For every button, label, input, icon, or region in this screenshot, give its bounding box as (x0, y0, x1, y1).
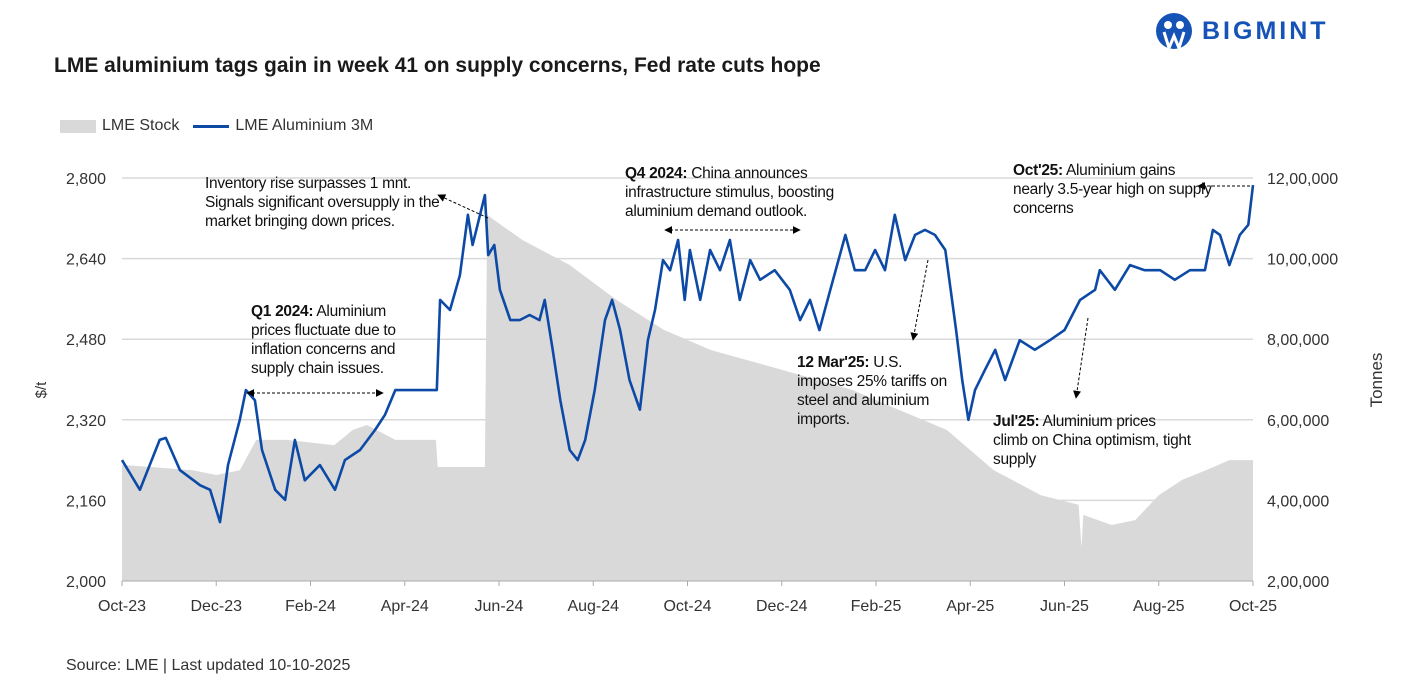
y-tick-label: 2,480 (66, 332, 106, 349)
x-tick-label: Apr-25 (946, 598, 994, 615)
price-line (120, 184, 1255, 524)
annotation-mar25: 12 Mar'25: U.S. imposes 25% tariffs on s… (797, 354, 947, 428)
legend-label: LME Aluminium 3M (235, 117, 374, 134)
x-tick-label: Oct-24 (663, 598, 711, 615)
x-tick-label: Aug-25 (1133, 598, 1185, 615)
logo-text: BIGMINT (1202, 16, 1329, 45)
y-tick-label: 2,640 (66, 252, 106, 269)
arrow-mar25 (910, 259, 929, 341)
y2-tick-label: 8,00,000 (1267, 332, 1329, 349)
y-tick-label: 2,160 (66, 493, 106, 510)
annotation-q4-2024: Q4 2024: China announces infrastructure … (625, 165, 834, 220)
legend-swatch-stock (60, 119, 96, 133)
x-tick-label: Dec-23 (190, 598, 242, 615)
x-tick-label: Feb-25 (851, 598, 902, 615)
x-tick-label: Oct-23 (98, 598, 146, 615)
logo-people-icon (1156, 13, 1192, 50)
legend-item-stock: LME Stock (60, 117, 179, 135)
annotation-inventory: Inventory rise surpasses 1 mnt. Signals … (205, 175, 440, 230)
y2-tick-label: 10,00,000 (1267, 252, 1338, 269)
y-tick-label: 2,800 (66, 171, 106, 188)
x-tick-label: Dec-24 (756, 598, 808, 615)
annotation-oct25: Oct'25: Aluminium gains nearly 3.5-year … (1013, 162, 1212, 217)
y2-tick-label: 6,00,000 (1267, 413, 1329, 430)
legend-label: LME Stock (102, 117, 180, 134)
legend-swatch-price (193, 124, 230, 128)
y2-tick-label: 12,00,000 (1267, 171, 1338, 188)
x-tick-label: Apr-24 (381, 598, 429, 615)
y-axis-label: $/t (33, 381, 50, 399)
x-tick-label: Jun-24 (475, 598, 524, 615)
y2-tick-label: 2,00,000 (1267, 574, 1329, 591)
x-tick-label: Feb-24 (285, 598, 336, 615)
bigmint-logo: BIGMINT (1154, 12, 1329, 50)
arrow-jul25 (1073, 317, 1089, 399)
legend-item-price: LME Aluminium 3M (193, 117, 373, 135)
y2-axis-label: Tonnes (1367, 353, 1386, 408)
legend: LME Stock LME Aluminium 3M (60, 117, 373, 135)
source-note: Source: LME | Last updated 10-10-2025 (66, 657, 351, 674)
stock-area (122, 215, 1253, 581)
y2-tick-label: 4,00,000 (1267, 493, 1329, 510)
y-tick-label: 2,320 (66, 413, 106, 430)
annotation-jul25: Jul'25: Aluminium prices climb on China … (993, 413, 1191, 468)
y-tick-label: 2,000 (66, 574, 106, 591)
arrow-inventory (437, 194, 489, 219)
x-tick-label: Aug-24 (567, 598, 619, 615)
x-tick-label: Jun-25 (1040, 598, 1089, 615)
x-tick-label: Oct-25 (1229, 598, 1277, 615)
annotation-q1-2024: Q1 2024: Aluminium prices fluctuate due … (251, 303, 396, 377)
chart-title: LME aluminium tags gain in week 41 on su… (54, 54, 821, 77)
